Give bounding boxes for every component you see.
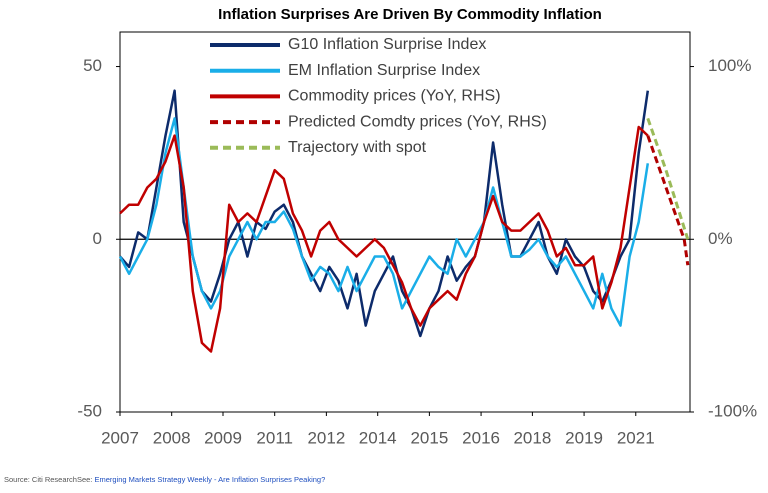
- x-tick-label: 2014: [359, 428, 397, 447]
- x-tick-label: 2009: [204, 428, 242, 447]
- source: Source: Citi ResearchSee: Emerging Marke…: [4, 475, 325, 484]
- y2-tick-label: 0%: [708, 229, 733, 248]
- y2-tick-label: -100%: [708, 401, 757, 420]
- series-line: [119, 125, 649, 353]
- legend-label: Commodity prices (YoY, RHS): [288, 88, 501, 105]
- x-tick-label: 2007: [101, 428, 139, 447]
- legend-label: Predicted Comdty prices (YoY, RHS): [288, 113, 547, 130]
- series-line: [646, 117, 690, 240]
- series-line: [118, 117, 650, 327]
- chart-title: Inflation Surprises Are Driven By Commod…: [218, 6, 602, 23]
- y2-tick-label: 100%: [708, 56, 751, 75]
- x-tick-label: 2015: [410, 428, 448, 447]
- plot-frame: [119, 31, 691, 413]
- source-link[interactable]: Emerging Markets Strategy Weekly - Are I…: [94, 475, 325, 484]
- x-tick-label: 2021: [617, 428, 655, 447]
- x-tick-label: 2019: [565, 428, 603, 447]
- x-tick-label: 2016: [462, 428, 500, 447]
- x-tick-label: 2018: [513, 428, 551, 447]
- source-text: Source: Citi ResearchSee:: [4, 475, 94, 484]
- x-tick-label: 2008: [153, 428, 191, 447]
- legend-label: Trajectory with spot: [288, 139, 427, 156]
- series-line: [646, 135, 690, 266]
- y-tick-label: 50: [83, 56, 102, 75]
- x-tick-label: 2011: [256, 428, 293, 447]
- legend-label: G10 Inflation Surprise Index: [288, 36, 486, 53]
- y-tick-label: -50: [77, 401, 102, 420]
- legend-label: EM Inflation Surprise Index: [288, 62, 480, 79]
- y-tick-label: 0: [93, 229, 102, 248]
- x-tick-label: 2012: [307, 428, 345, 447]
